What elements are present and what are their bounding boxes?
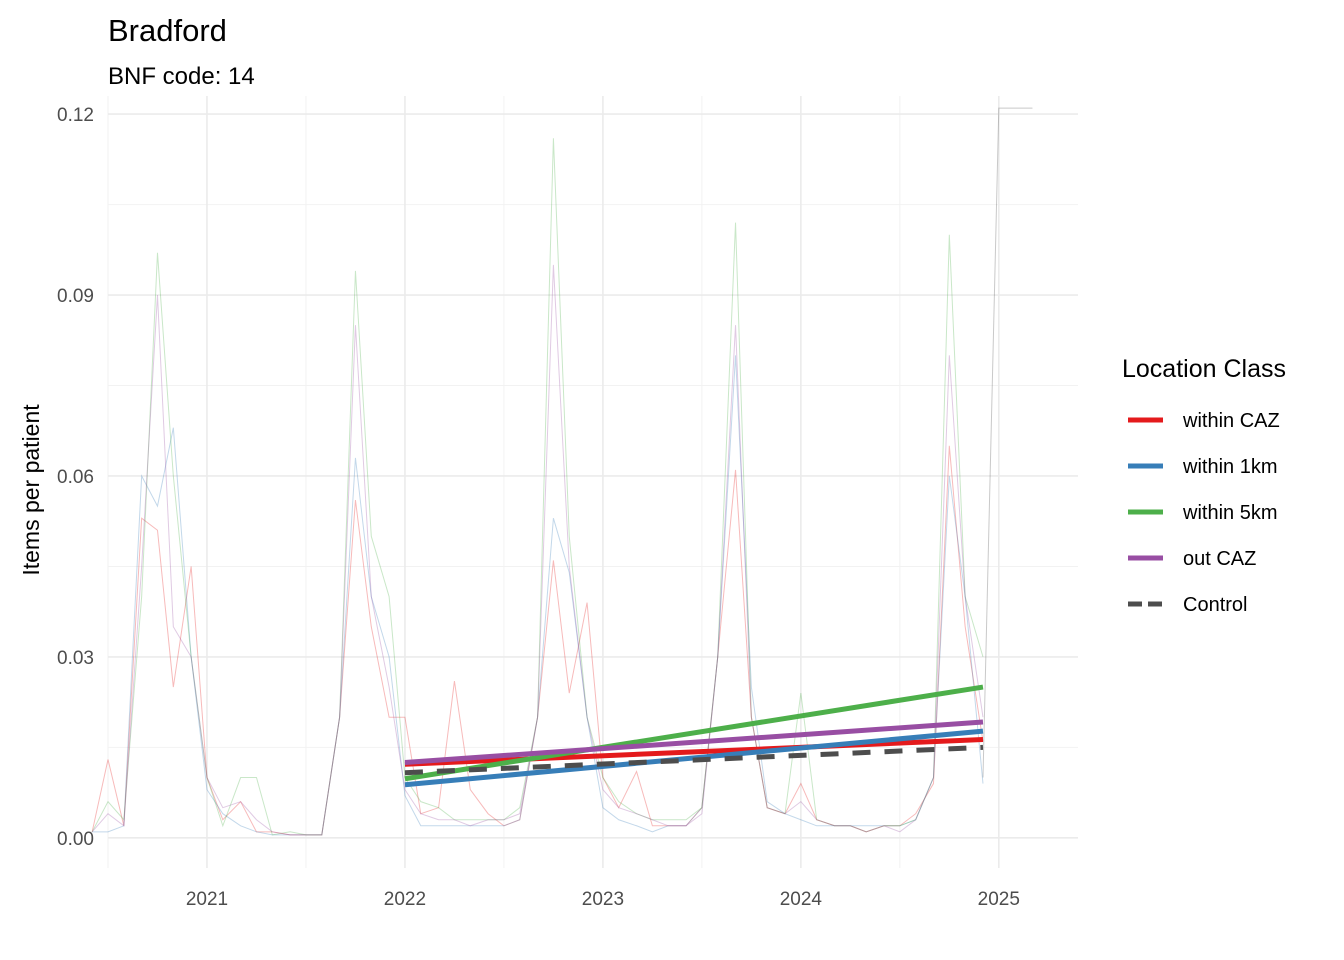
raw-series-lines <box>91 107 1033 836</box>
y-tick-label: 0.12 <box>57 105 94 126</box>
y-axis-ticks: 0.00 0.03 0.06 0.09 0.12 <box>57 105 94 850</box>
legend-label: out CAZ <box>1183 548 1256 570</box>
raw-series-line <box>92 355 984 836</box>
grid-major <box>108 96 1078 868</box>
y-tick-label: 0.06 <box>57 467 94 488</box>
y-axis-label: Items per patient <box>18 404 44 576</box>
y-tick-label: 0.00 <box>57 829 94 850</box>
x-tick-label: 2022 <box>384 889 426 910</box>
y-tick-label: 0.09 <box>57 286 94 307</box>
trend-line <box>404 737 984 767</box>
chart-subtitle: BNF code: 14 <box>108 63 255 90</box>
legend-label: within 1km <box>1182 456 1277 478</box>
raw-series-line <box>91 445 984 836</box>
legend-title: Location Class <box>1122 355 1286 383</box>
trend-line <box>404 719 984 765</box>
legend-label: Control <box>1183 594 1247 616</box>
trend-lines <box>404 684 984 788</box>
raw-series-line <box>982 107 1033 778</box>
legend-label: within 5km <box>1182 502 1277 524</box>
legend-label: within CAZ <box>1182 410 1280 432</box>
x-tick-label: 2023 <box>582 889 624 910</box>
x-axis-ticks: 2021 2022 2023 2024 2025 <box>186 889 1020 910</box>
trend-line <box>404 684 984 782</box>
raw-series-line <box>91 138 984 836</box>
trend-line <box>404 744 984 776</box>
x-tick-label: 2025 <box>978 889 1020 910</box>
x-tick-label: 2024 <box>780 889 823 910</box>
chart-title: Bradford <box>108 13 227 48</box>
legend-items: within CAZ within 1km within 5km out CAZ Con… <box>1128 410 1280 616</box>
raw-series-line <box>91 264 984 836</box>
y-tick-label: 0.03 <box>57 648 94 669</box>
x-tick-label: 2021 <box>186 889 228 910</box>
